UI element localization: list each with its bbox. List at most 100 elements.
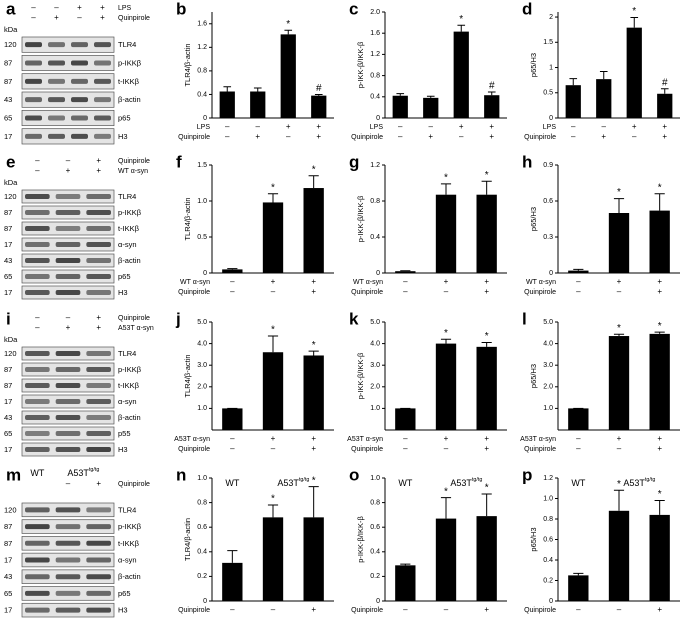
treatment-sign: + (100, 3, 105, 12)
kda-label: 87 (4, 58, 12, 67)
blot-strip (21, 73, 115, 90)
treatment-name: A53T α-syn (520, 436, 556, 443)
panel-label: n (176, 465, 186, 484)
error-bar (573, 268, 584, 271)
y-tick-label: 0.5 (543, 90, 553, 97)
y-tick-label: 5.0 (197, 319, 207, 326)
group-text: WT (30, 468, 44, 478)
treatment-name: Quinpirole (524, 289, 556, 296)
blot-band (25, 97, 42, 103)
treatment-sign: – (225, 122, 230, 131)
error-bar (481, 180, 492, 195)
treatment-name: WT α-syn (526, 279, 556, 286)
y-tick-label: 4.0 (543, 340, 553, 347)
blot-band (48, 60, 65, 66)
group-superscript: tg/tg (472, 477, 483, 483)
treatment-sign: – (31, 13, 36, 22)
blot-strip (21, 128, 115, 145)
blot-band (25, 78, 42, 84)
treatment-sign: – (571, 132, 576, 141)
protein-label: α-syn (118, 555, 137, 564)
bar (608, 336, 630, 430)
bar (476, 516, 497, 601)
bar (395, 565, 416, 601)
treatment-sign: + (617, 277, 622, 286)
significance-mark: * (617, 479, 621, 490)
treatment-sign: – (256, 122, 261, 131)
y-tick-label: 5.0 (370, 319, 380, 326)
bar (568, 575, 589, 601)
blot-band (86, 274, 111, 279)
treatment-sign: + (489, 122, 494, 131)
y-tick-label: 0.6 (197, 524, 207, 531)
treatment-name: WT α-syn (118, 168, 148, 175)
blot-band (86, 258, 111, 263)
treatment-sign: – (403, 434, 408, 443)
panel-label: m (6, 465, 21, 484)
kda-label: 17 (4, 288, 12, 297)
treatment-sign: – (230, 287, 235, 296)
blot-band (86, 590, 111, 596)
bar (280, 34, 296, 118)
y-tick-label: 0.8 (197, 68, 207, 75)
treatment-sign: + (311, 287, 316, 296)
treatment-sign: + (459, 122, 464, 131)
treatment-sign: + (271, 277, 276, 286)
bar (649, 514, 670, 601)
protein-label: p65 (118, 272, 131, 281)
bar (484, 95, 500, 118)
protein-label: TLR4 (118, 40, 136, 49)
kda-label: 17 (4, 445, 12, 454)
blot-band (94, 42, 111, 48)
error-bar (267, 335, 279, 353)
kda-label: 87 (4, 77, 12, 86)
blot-band (55, 242, 81, 247)
blot-band (86, 415, 111, 420)
blot-band (55, 290, 81, 295)
treatment-sign: + (657, 287, 662, 296)
treatment-sign: – (429, 122, 434, 131)
bar (303, 355, 324, 430)
blot-band (25, 557, 50, 563)
kda-label: 87 (4, 381, 12, 390)
protein-label: α-syn (118, 240, 137, 249)
y-tick-label: 0.8 (197, 499, 207, 506)
protein-label: β-actin (118, 572, 141, 581)
significance-mark: * (459, 14, 463, 25)
kda-label: 120 (4, 349, 17, 358)
blot-band (48, 78, 65, 84)
treatment-sign: + (657, 434, 662, 443)
protein-label: t-IKKβ (118, 381, 140, 390)
treatment-sign: + (96, 313, 101, 322)
treatment-sign: + (484, 605, 489, 614)
treatment-sign: + (484, 444, 489, 453)
kda-label: 120 (4, 192, 17, 201)
treatment-sign: + (484, 287, 489, 296)
blot-band (55, 447, 81, 452)
treatment-name: Quinpirole (118, 315, 150, 322)
blot-band (25, 115, 42, 121)
treatment-name: Quinpirole (118, 15, 150, 22)
y-tick-label: 0.5 (197, 234, 207, 241)
treatment-name: Quinpirole (118, 158, 150, 165)
kda-label: 87 (4, 539, 12, 548)
treatment-sign: + (66, 166, 71, 175)
treatment-name: LPS (543, 124, 557, 131)
blot-band (25, 524, 50, 530)
group-text: A53T (450, 478, 472, 488)
panel-label: o (349, 465, 359, 484)
y-axis-label: TLR4/β-actin (183, 43, 192, 86)
y-axis-label: p-IKK-β/IKK-β (356, 41, 365, 88)
treatment-name: Quinpirole (351, 446, 383, 453)
error-bar (654, 193, 665, 211)
treatment-sign: + (96, 323, 101, 332)
significance-mark: * (485, 331, 489, 342)
bar (311, 95, 327, 118)
protein-label: H3 (118, 445, 128, 454)
treatment-sign: – (617, 605, 622, 614)
kda-label: 87 (4, 208, 12, 217)
blot-band (25, 258, 50, 263)
significance-mark: * (312, 475, 316, 486)
error-bar (487, 91, 496, 96)
blot-band (71, 78, 88, 84)
